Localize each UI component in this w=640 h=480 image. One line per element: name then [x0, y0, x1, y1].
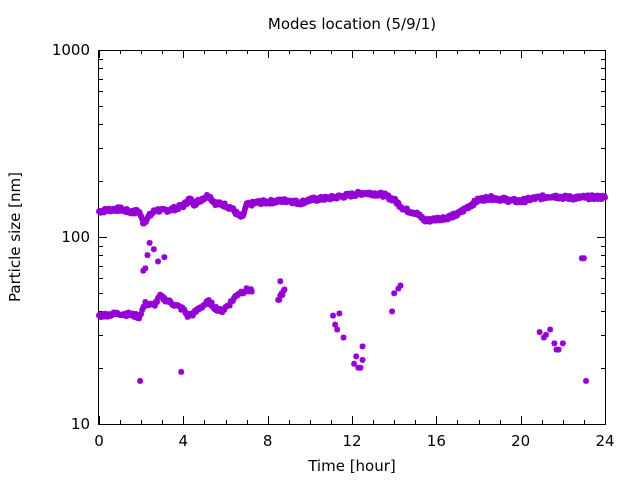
data-point — [279, 291, 286, 298]
data-point — [277, 278, 284, 285]
data-point — [142, 298, 149, 305]
data-point — [221, 200, 228, 207]
data-point — [161, 254, 168, 261]
x-tick-label: 4 — [179, 432, 189, 450]
data-point — [161, 294, 168, 301]
data-point — [397, 282, 404, 289]
data-point — [559, 340, 566, 347]
data-point — [101, 313, 108, 320]
data-point — [178, 368, 185, 375]
data-point — [470, 202, 477, 209]
data-point — [330, 312, 337, 319]
data-point — [602, 194, 608, 201]
data-point — [353, 353, 360, 360]
data-point — [241, 209, 248, 216]
data-point — [139, 215, 146, 222]
data-point — [359, 343, 366, 350]
x-tick-label: 8 — [263, 432, 273, 450]
data-point — [340, 334, 347, 341]
data-point — [460, 208, 467, 215]
data-point — [144, 252, 151, 259]
data-point — [136, 209, 143, 216]
data-point — [129, 310, 136, 317]
y-tick-label: 10 — [71, 415, 90, 433]
data-point — [580, 255, 587, 262]
data-point — [551, 340, 558, 347]
data-points — [96, 188, 608, 384]
data-point — [332, 321, 339, 328]
data-point — [213, 303, 220, 310]
data-point — [481, 197, 488, 204]
data-point — [389, 308, 396, 315]
data-point — [155, 258, 162, 265]
data-point — [276, 296, 283, 303]
data-point — [351, 360, 358, 367]
data-point — [488, 193, 495, 200]
data-point — [125, 309, 132, 316]
data-point — [207, 193, 214, 200]
data-point — [202, 301, 209, 308]
x-axis-title: Time [hour] — [307, 457, 396, 475]
x-tick-label: 20 — [511, 432, 530, 450]
data-point — [583, 377, 590, 384]
data-point — [281, 286, 288, 293]
x-tick-label: 24 — [595, 432, 614, 450]
data-point — [208, 299, 215, 306]
data-point — [226, 302, 233, 309]
data-point — [395, 199, 402, 206]
data-point — [180, 204, 187, 211]
data-point — [136, 315, 143, 322]
data-point — [248, 288, 255, 295]
data-point — [229, 297, 236, 304]
data-point — [151, 302, 158, 309]
data-point — [153, 298, 160, 305]
x-tick-label: 12 — [342, 432, 361, 450]
chart-title: Modes location (5/9/1) — [268, 15, 436, 33]
y-axis-title: Particle size [nm] — [6, 172, 24, 302]
data-point — [391, 290, 398, 297]
data-point — [150, 246, 157, 253]
data-point — [540, 334, 547, 341]
data-point — [189, 312, 196, 319]
data-point — [336, 310, 343, 317]
data-point — [142, 265, 149, 272]
data-point — [449, 214, 456, 221]
data-point — [139, 306, 146, 313]
data-point — [181, 306, 188, 313]
data-point — [359, 356, 366, 363]
data-point — [137, 377, 144, 384]
x-tick-label: 0 — [94, 432, 104, 450]
data-point — [547, 326, 554, 333]
axis-ticks — [99, 50, 606, 425]
data-point — [334, 326, 341, 333]
y-tick-label: 1000 — [52, 41, 90, 59]
plot-frame — [98, 50, 606, 425]
data-point — [140, 267, 147, 274]
data-point — [395, 285, 402, 292]
data-point — [555, 346, 562, 353]
data-point — [189, 198, 196, 205]
data-point — [542, 331, 549, 338]
data-point — [184, 199, 191, 206]
data-point — [138, 310, 145, 317]
tick-labels: 0 4 8 12 16 20 24 10 100 1000 — [52, 41, 615, 450]
y-tick-label: 100 — [61, 228, 90, 246]
data-point — [403, 205, 410, 212]
x-tick-label: 16 — [427, 432, 446, 450]
data-point — [385, 192, 392, 199]
data-point — [357, 364, 364, 371]
data-point — [146, 239, 153, 246]
data-point — [536, 329, 543, 336]
data-point — [380, 193, 387, 200]
